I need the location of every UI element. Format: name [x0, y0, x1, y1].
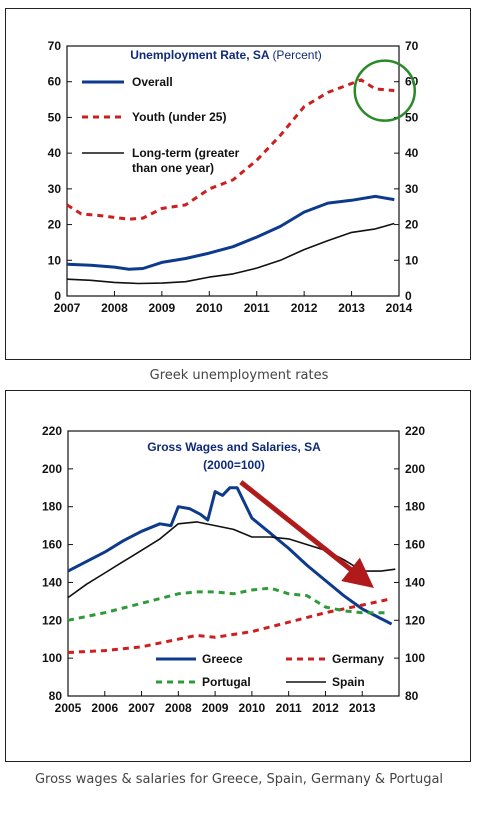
legend-label-overall: Overall: [132, 75, 173, 89]
y-tick-label-right: 40: [405, 146, 419, 160]
x-tick-label: 2008: [101, 301, 128, 315]
legend-label-greece: Greece: [202, 652, 243, 666]
unemployment-chart-caption: Greek unemployment rates: [149, 368, 329, 383]
x-tick-label: 2009: [149, 301, 176, 315]
x-tick-label: 2012: [291, 301, 318, 315]
wages-chart: 80 80 100 100 120 120 140 140 160 160 180 180 200 200…: [42, 424, 425, 715]
wages-chart-caption: Gross wages & salaries for Greece, Spain…: [34, 772, 444, 787]
plot-frame: [67, 430, 400, 697]
x-tick-label: 2006: [91, 701, 118, 715]
y-tick-label-left: 60: [48, 75, 62, 89]
x-tick-label: 2007: [128, 701, 155, 715]
x-tick-label: 2012: [312, 701, 339, 715]
x-tick-label: 2007: [54, 301, 81, 315]
legend-label-germany: Germany: [332, 652, 384, 666]
y-tick-label-right: 100: [405, 651, 425, 665]
series-line-germany: [67, 598, 389, 654]
y-tick-label-right: 30: [405, 182, 419, 196]
y-tick-label-left: 100: [42, 651, 62, 665]
x-tick-label: 2014: [386, 301, 413, 315]
series-line-overall: [66, 194, 395, 271]
wages-chart-panel: 80 80 100 100 120 120 140 140 160 160 180 180 200 200…: [5, 390, 471, 762]
x-tick-label: 2011: [244, 301, 270, 315]
highlight-circle-annotation: [353, 59, 417, 122]
series-line-youth-under-25: [66, 78, 395, 221]
legend-label-portugal: Portugal: [202, 675, 251, 689]
legend-label-youth: Youth (under 25): [132, 110, 226, 124]
chart-title-unit: (Percent): [272, 48, 321, 62]
x-tick-label: 2010: [196, 301, 223, 315]
y-tick-label-left: 140: [42, 575, 62, 589]
y-tick-label-right: 180: [405, 500, 425, 514]
y-tick-label-left: 40: [48, 146, 62, 160]
x-tick-label: 2008: [165, 701, 192, 715]
chart-title: Gross Wages and Salaries, SA: [147, 440, 321, 454]
x-tick-label: 2013: [338, 301, 365, 315]
legend-label-long-term: Long-term (greater than one year): [132, 146, 240, 175]
y-tick-label-left: 80: [49, 689, 63, 703]
unemployment-chart-panel: 0 0 10 10 20 20 30 30 40 40 50 50 60 60 70 70 2007 2008 20…: [5, 8, 471, 360]
y-tick-label-right: 160: [405, 538, 425, 552]
x-tick-label: 2005: [55, 701, 82, 715]
y-tick-label-left: 50: [48, 110, 62, 124]
y-tick-label-left: 0: [54, 289, 61, 303]
y-tick-label-right: 20: [405, 218, 419, 232]
x-tick-label: 2010: [239, 701, 266, 715]
y-tick-label-right: 50: [405, 110, 419, 124]
x-tick-label: 2009: [202, 701, 229, 715]
y-tick-label-left: 180: [42, 500, 62, 514]
legend-label-spain: Spain: [332, 675, 365, 689]
y-tick-label-left: 70: [48, 39, 62, 53]
y-tick-label-right: 80: [405, 689, 419, 703]
y-tick-label-right: 120: [405, 613, 425, 627]
y-tick-label-right: 0: [405, 289, 412, 303]
y-tick-label-right: 70: [405, 39, 419, 53]
y-tick-label-left: 120: [42, 613, 62, 627]
chart-subtitle: (2000=100): [203, 458, 265, 472]
series-line-portugal: [67, 586, 388, 622]
x-tick-label: 2011: [276, 701, 302, 715]
y-tick-label-left: 200: [42, 462, 62, 476]
series-line-spain: [67, 521, 396, 599]
y-tick-label-left: 30: [48, 182, 62, 196]
series-line-greece: [67, 486, 393, 626]
y-tick-label-left: 220: [42, 424, 62, 438]
chart-title: Unemployment Rate, SA (Percent): [130, 48, 322, 62]
y-tick-label-left: 160: [42, 538, 62, 552]
decline-arrow-annotation: [239, 480, 374, 588]
y-tick-label-left: 20: [48, 218, 62, 232]
plot-frame: [66, 45, 400, 297]
series-line-long-term-greater-than-one-year: [66, 222, 395, 285]
y-tick-label-right: 220: [405, 424, 425, 438]
y-tick-label-right: 10: [405, 253, 419, 267]
y-tick-label-right: 200: [405, 462, 425, 476]
x-tick-label: 2013: [349, 701, 376, 715]
y-tick-label-left: 10: [48, 253, 62, 267]
y-tick-label-right: 140: [405, 575, 425, 589]
